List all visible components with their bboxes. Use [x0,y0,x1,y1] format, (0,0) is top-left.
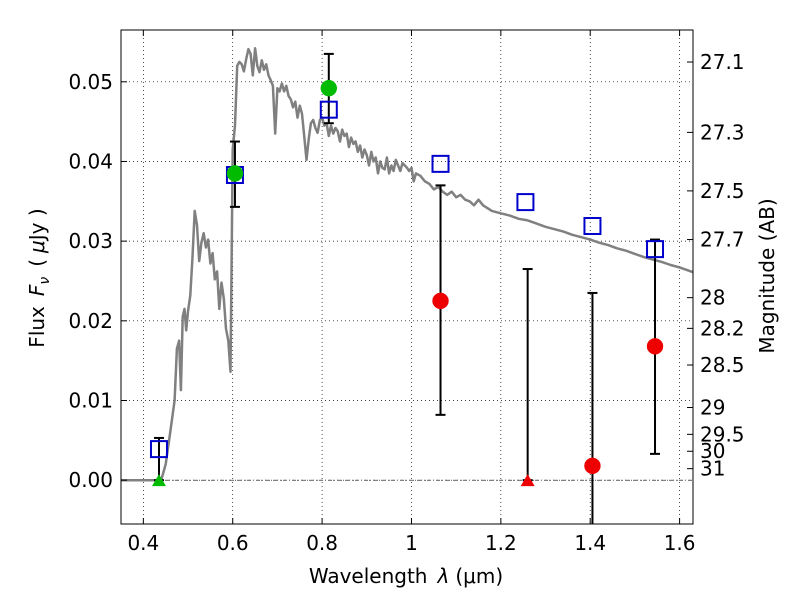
model-square [646,240,665,259]
y-tick-label: 0.02 [68,309,113,333]
sed-curve [121,47,694,482]
y-tick-label: 0.03 [68,229,113,253]
mag-tick-label: 29.5 [700,422,745,446]
x-tick-label: 1.2 [485,531,517,555]
y-tick-label: 0.04 [68,149,113,173]
mag-tick-label: 28 [700,286,725,310]
x-tick-labels: 0.4 0.6 0.8 1 1.2 1.4 1.6 [127,531,695,555]
x-axis-label-symbol: λ [437,564,450,588]
mag-tick-label: 27.5 [700,179,745,203]
observed-triangle [520,474,535,487]
y-tick-label: 0.00 [68,468,113,492]
model-square [516,193,535,212]
x-tick-label: 1.6 [664,531,696,555]
y-tick-label: 0.01 [68,389,113,413]
model-square [431,154,450,173]
mag-tick-label: 28.2 [700,316,745,340]
sed-curve-layer [121,47,694,482]
x-axis-label-unit: (μm) [455,564,503,588]
model-square [319,100,338,119]
mag-tick-label: 30 [700,439,725,463]
x-tick-label: 0.8 [306,531,338,555]
x-axis-label: Wavelength λ (μm) [309,564,503,588]
mag-tick-label: 27.3 [700,120,745,144]
observed-circle [584,457,601,475]
y-tick-label: 0.05 [68,70,113,94]
observed-circle [320,79,338,97]
y-axis-label-unit-close: Jy ) [25,208,49,242]
mag-tick-label: 29 [700,396,725,420]
x-tick-label: 0.4 [127,531,159,555]
observed-circle [646,338,664,355]
axis-ticks [121,30,693,524]
x-axis-label-main: Wavelength [309,564,428,588]
mag-tick-label: 27.7 [700,228,745,252]
y-axis-label: Flux Fν ( μJy ) [25,208,53,347]
observed-triangle [151,474,166,487]
y-tick-labels: 0.00 0.01 0.02 0.03 0.04 0.05 [68,70,113,492]
x-tick-label: 1.4 [574,531,606,555]
model-square [583,217,602,236]
plot-frame [120,29,694,525]
y-axis-label-unit-open: ( [25,259,49,267]
observed-circle [432,292,449,310]
observed-circle [226,165,244,182]
y-axis-label-symbol: F [25,284,49,296]
mag-tick-label: 28.5 [700,353,745,377]
x-tick-label: 0.6 [217,531,249,555]
mag-tick-label: 31 [700,457,725,481]
x-tick-label: 1 [405,531,418,555]
y-axis-label-unit-symbol: μ [25,240,49,254]
observed-points [151,79,664,487]
mag-tick-label: 27.1 [700,50,745,74]
model-square [149,440,168,459]
y-axis-label-main: Flux [25,306,49,348]
y-axis-label-subscript: ν [37,277,53,285]
right-axis-label: Magnitude (AB) [755,198,779,353]
